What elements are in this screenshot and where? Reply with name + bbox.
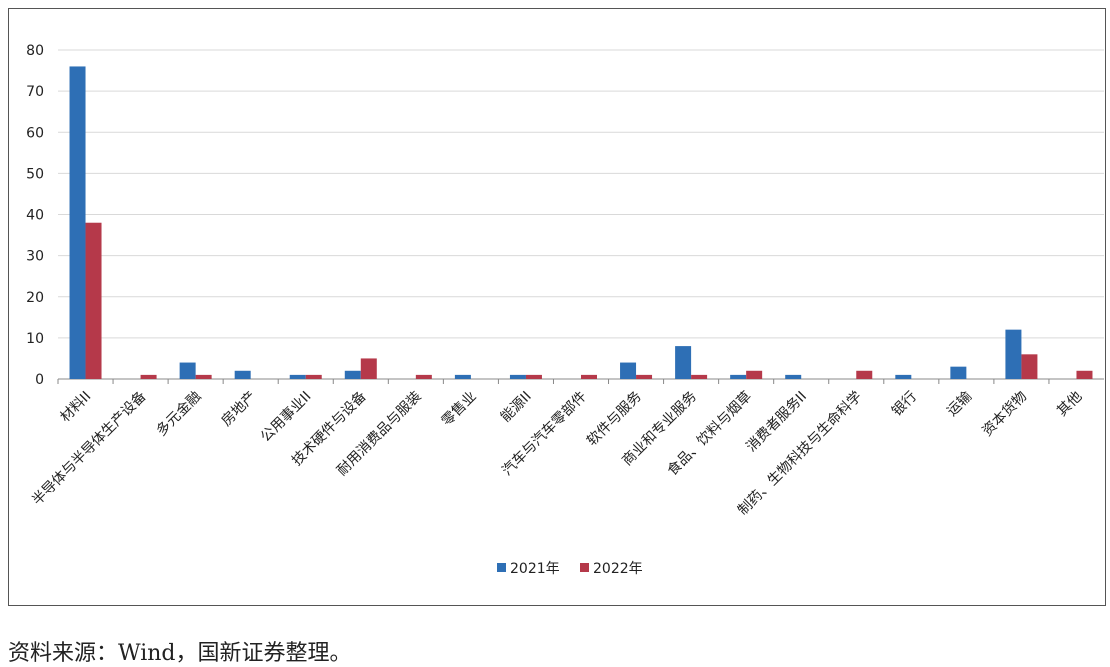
- x-tick-label: 其他: [1054, 389, 1085, 420]
- bar: [856, 370, 873, 379]
- bar: [1021, 354, 1038, 379]
- bar: [85, 222, 102, 379]
- legend-label: 2021年: [510, 561, 560, 577]
- source-note: 资料来源：Wind，国新证券整理。: [8, 641, 352, 666]
- bar: [895, 374, 912, 379]
- bar: [140, 374, 157, 379]
- legend-label: 2022年: [593, 561, 643, 577]
- bar: [69, 66, 86, 379]
- bar: [691, 374, 708, 379]
- bar: [675, 346, 692, 379]
- x-tick-label: 运输: [944, 389, 975, 420]
- y-tick-label: 40: [26, 208, 44, 224]
- y-tick-label: 0: [35, 372, 44, 388]
- x-tick-label: 材料II: [57, 389, 94, 426]
- y-tick-label: 60: [26, 125, 44, 141]
- bar: [454, 374, 471, 379]
- frame: [8, 8, 1106, 606]
- bar: [620, 362, 637, 379]
- bar: [179, 362, 196, 379]
- legend-swatch: [580, 563, 589, 572]
- x-tick-label: 能源II: [498, 389, 535, 426]
- bar: [305, 374, 322, 379]
- x-tick-label: 资本货物: [979, 388, 1031, 440]
- x-tick-label: 零售业: [439, 389, 480, 430]
- y-tick-label: 20: [26, 290, 44, 306]
- x-tick-label: 半导体与半导体生产设备: [28, 388, 149, 509]
- x-tick-label: 银行: [889, 389, 920, 420]
- bar: [730, 374, 747, 379]
- y-tick-label: 70: [26, 84, 44, 100]
- bar: [785, 374, 802, 379]
- bar: [195, 374, 212, 379]
- bar: [1005, 329, 1022, 379]
- x-tick-label: 多元金融: [153, 388, 205, 440]
- y-tick-label: 10: [26, 331, 44, 347]
- bar: [344, 370, 361, 379]
- x-tick-label: 公用事业II: [258, 389, 315, 446]
- bar: [360, 358, 377, 379]
- bar: [415, 374, 432, 379]
- bar: [950, 366, 967, 379]
- bar: [509, 374, 526, 379]
- x-tick-label: 房地产: [219, 389, 260, 430]
- bar: [746, 370, 763, 379]
- bar: [289, 374, 306, 379]
- bar: [525, 374, 542, 379]
- y-tick-label: 30: [26, 249, 44, 265]
- y-tick-label: 50: [26, 166, 44, 182]
- bar: [234, 370, 251, 379]
- legend-swatch: [497, 563, 506, 572]
- bar: [1076, 370, 1093, 379]
- bar: [581, 374, 597, 379]
- bar: [636, 374, 653, 379]
- y-tick-label: 80: [26, 43, 44, 59]
